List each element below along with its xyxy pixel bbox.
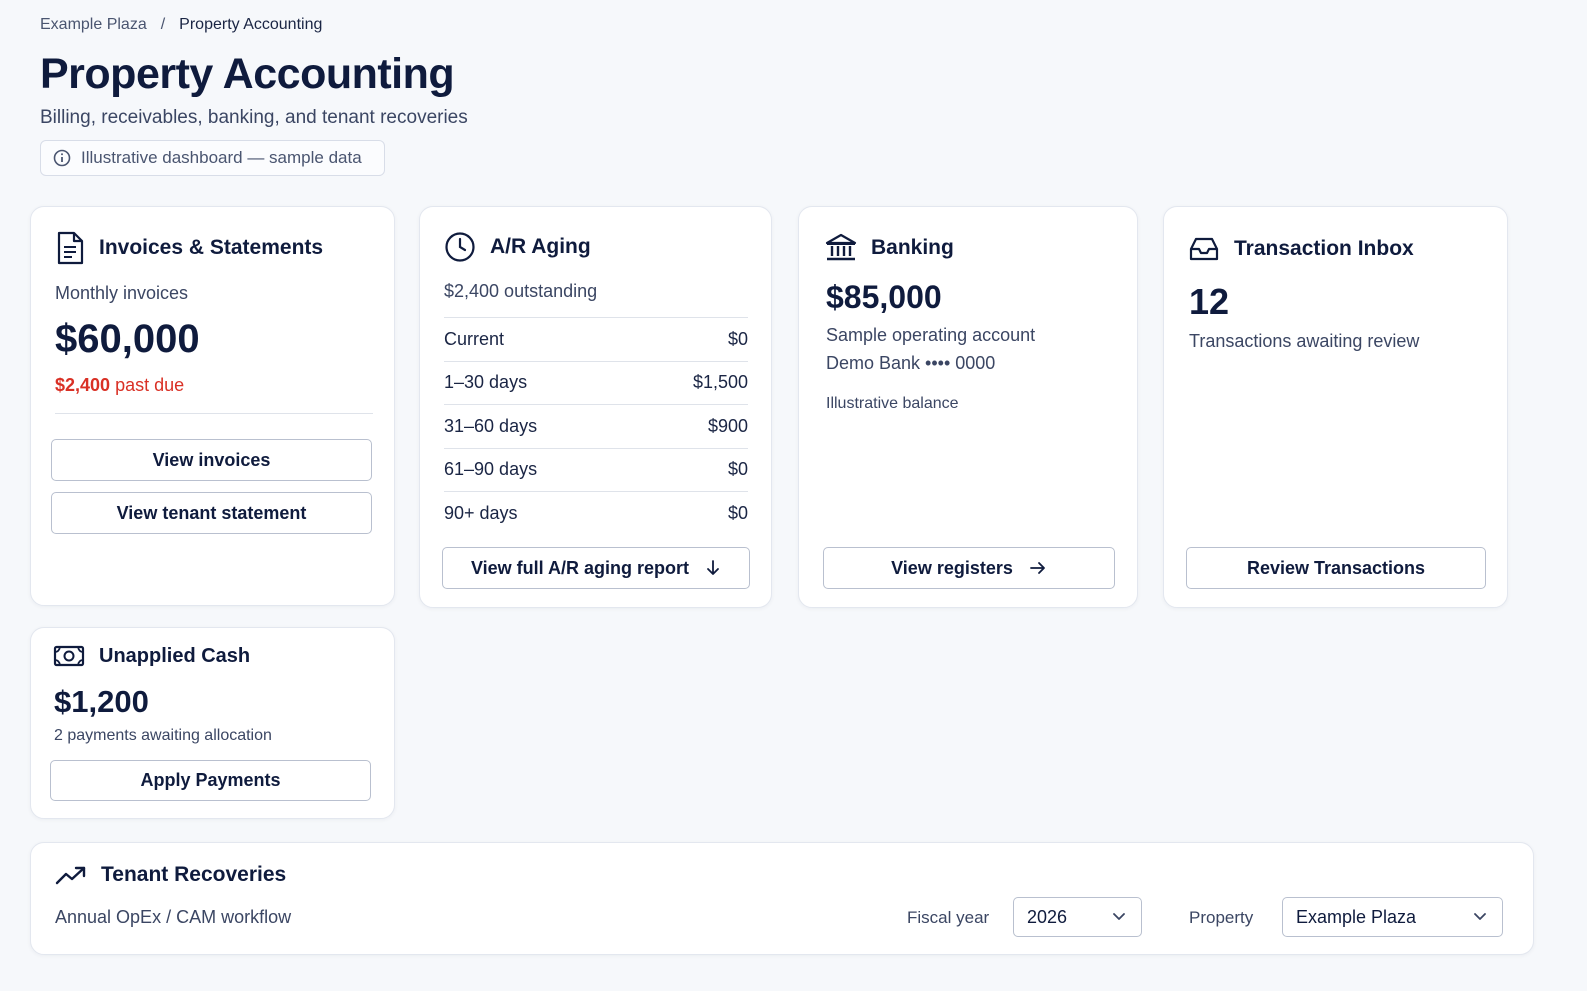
past-due-amount: $2,400 xyxy=(55,375,111,395)
aging-row-label: 1–30 days xyxy=(444,372,528,393)
property-select[interactable]: Example Plaza xyxy=(1282,897,1503,937)
aging-row-value: $0 xyxy=(727,502,748,523)
table-row: 1–30 days $1,500 xyxy=(444,360,748,405)
aging-row-value: $900 xyxy=(707,415,748,436)
inbox-icon xyxy=(1188,235,1220,263)
arrow-right-icon xyxy=(1029,560,1047,576)
ar-aging-card: A/R Aging $2,400 outstanding Current $0 … xyxy=(419,206,772,608)
ar-outstanding: $2,400 outstanding xyxy=(444,281,598,301)
page-title: Property Accounting xyxy=(40,50,455,98)
table-row: Current $0 xyxy=(444,317,748,361)
unapplied-cash-card: Unapplied Cash $1,200 2 payments awaitin… xyxy=(30,627,395,819)
aging-row-label: 90+ days xyxy=(444,502,518,523)
cash-icon xyxy=(53,644,85,668)
invoices-divider xyxy=(55,413,373,414)
inbox-label: Transactions awaiting review xyxy=(1189,331,1420,351)
unapplied-cash-card-title: Unapplied Cash xyxy=(99,644,251,667)
table-row: 31–60 days $900 xyxy=(444,404,748,448)
aging-row-value: $0 xyxy=(727,328,748,349)
invoices-amount: $60,000 xyxy=(55,317,200,361)
document-icon xyxy=(55,231,85,265)
inbox-count: 12 xyxy=(1189,281,1230,322)
apply-payments-button[interactable]: Apply Payments xyxy=(50,760,371,801)
property-value: Example Plaza xyxy=(1296,906,1417,927)
breadcrumb: Example Plaza / Property Accounting xyxy=(40,16,322,34)
fiscal-year-select[interactable]: 2026 xyxy=(1013,897,1142,937)
table-row: 61–90 days $0 xyxy=(444,447,748,492)
past-due-label: past due xyxy=(115,375,185,395)
invoices-label: Monthly invoices xyxy=(55,283,189,303)
chevron-down-icon xyxy=(1474,913,1486,921)
breadcrumb-current: Property Accounting xyxy=(179,16,323,33)
view-invoices-button[interactable]: View invoices xyxy=(51,439,372,481)
bank-icon xyxy=(825,233,857,263)
view-registers-label: View registers xyxy=(891,557,1013,578)
breadcrumb-separator: / xyxy=(160,16,166,33)
aging-row-label: 31–60 days xyxy=(444,415,538,436)
review-transactions-button[interactable]: Review Transactions xyxy=(1186,547,1486,589)
table-row: 90+ days $0 xyxy=(444,491,748,535)
tenant-recoveries-card: Tenant Recoveries Annual OpEx / CAM work… xyxy=(30,842,1534,955)
sample-data-badge-text: Illustrative dashboard — sample data xyxy=(81,148,362,167)
trending-up-icon xyxy=(55,864,87,886)
banking-note: Illustrative balance xyxy=(826,395,959,412)
chevron-down-icon xyxy=(1113,913,1125,921)
view-ar-aging-report-button[interactable]: View full A/R aging report xyxy=(442,547,750,589)
unapplied-amount: $1,200 xyxy=(54,684,149,719)
banking-card-title: Banking xyxy=(871,236,954,259)
aging-row-value: $0 xyxy=(727,459,748,480)
invoices-card-title: Invoices & Statements xyxy=(99,236,324,259)
past-due: $2,400 past due xyxy=(55,375,184,396)
property-label: Property xyxy=(1189,908,1254,927)
aging-row-value: $1,500 xyxy=(692,372,748,393)
sample-data-badge: Illustrative dashboard — sample data xyxy=(40,140,385,176)
aging-row-label: Current xyxy=(444,328,505,349)
aging-row-label: 61–90 days xyxy=(444,459,538,480)
arrow-down-icon xyxy=(705,559,721,577)
view-ar-aging-report-label: View full A/R aging report xyxy=(470,557,690,578)
tenant-recoveries-card-title: Tenant Recoveries xyxy=(101,863,287,886)
invoices-card: Invoices & Statements Monthly invoices $… xyxy=(30,206,395,606)
ar-aging-card-title: A/R Aging xyxy=(490,235,591,258)
unapplied-label: 2 payments awaiting allocation xyxy=(54,727,272,744)
transaction-inbox-card-title: Transaction Inbox xyxy=(1234,237,1414,260)
fiscal-year-value: 2026 xyxy=(1027,906,1068,927)
info-icon xyxy=(53,149,71,167)
banking-account-name: Sample operating account xyxy=(826,325,1036,345)
clock-icon xyxy=(444,231,476,263)
tenant-recoveries-subtitle: Annual OpEx / CAM workflow xyxy=(55,907,292,927)
banking-card: Banking $85,000 Sample operating account… xyxy=(798,206,1138,608)
ar-aging-table: Current $0 1–30 days $1,500 31–60 days $… xyxy=(444,317,748,535)
fiscal-year-label: Fiscal year xyxy=(907,908,990,927)
banking-amount: $85,000 xyxy=(826,279,942,315)
breadcrumb-parent[interactable]: Example Plaza xyxy=(40,16,147,33)
page-subtitle: Billing, receivables, banking, and tenan… xyxy=(40,107,468,128)
transaction-inbox-card: Transaction Inbox 12 Transactions awaiti… xyxy=(1163,206,1508,608)
banking-bank-number: Demo Bank •••• 0000 xyxy=(826,353,996,373)
view-tenant-statement-button[interactable]: View tenant statement xyxy=(51,492,372,534)
view-registers-button[interactable]: View registers xyxy=(823,547,1115,589)
